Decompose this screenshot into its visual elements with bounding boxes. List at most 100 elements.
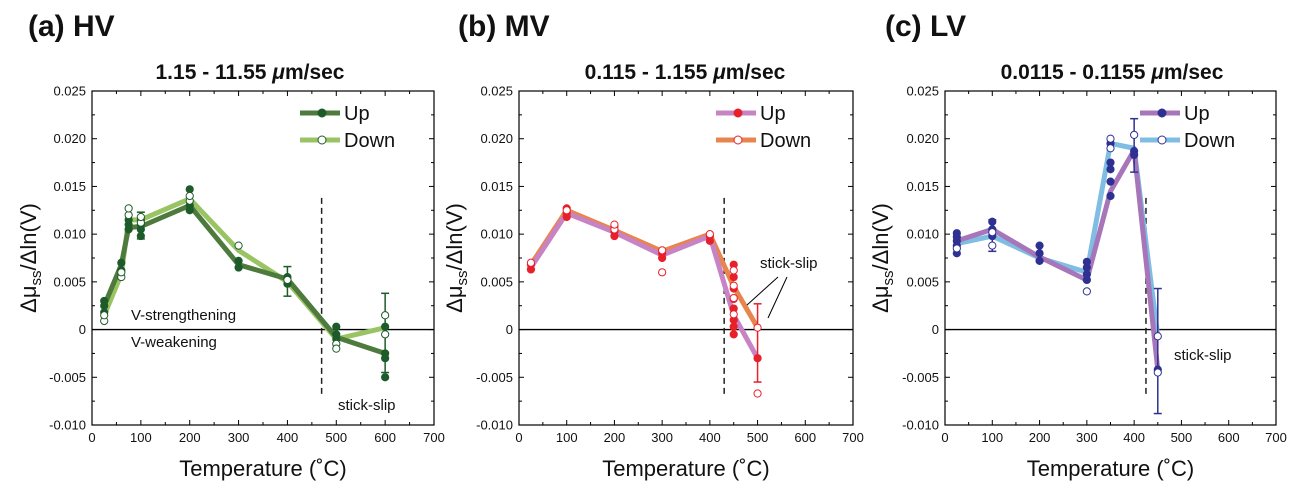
data-point-down — [753, 389, 762, 398]
data-point-up — [117, 258, 126, 267]
x-tick-label: 0 — [941, 430, 948, 445]
data-point-up — [1130, 147, 1139, 156]
y-tick-label: 0 — [932, 322, 939, 337]
data-point-up — [1106, 165, 1115, 174]
x-tick-label: 200 — [1029, 430, 1051, 445]
data-point-down — [1130, 130, 1139, 139]
data-point-down — [1082, 287, 1091, 296]
x-tick-label: 600 — [374, 430, 396, 445]
legend-label-up: Up — [344, 103, 370, 125]
legend-marker-down — [1157, 135, 1167, 145]
data-point-up — [1106, 177, 1115, 186]
annotation-leader — [746, 276, 779, 306]
x-tick-label: 300 — [1076, 430, 1098, 445]
series-line-up — [954, 147, 1161, 373]
data-point-down — [124, 204, 133, 213]
data-point-down — [136, 212, 145, 222]
data-point-down — [658, 246, 667, 255]
y-tick-label: 0.015 — [906, 179, 939, 194]
x-tick-label: 200 — [604, 430, 626, 445]
x-tick-label: 700 — [1265, 430, 1287, 445]
y-tick-label: 0.010 — [480, 227, 513, 242]
annotation: stick-slip — [760, 255, 818, 272]
x-tick-label: 700 — [842, 430, 864, 445]
y-tick-label: -0.010 — [902, 418, 939, 433]
data-point-down — [729, 293, 738, 303]
panel-label: (a) HV — [28, 10, 115, 43]
y-tick-label: 0 — [79, 322, 86, 337]
legend-marker-up — [1157, 108, 1167, 118]
y-axis-title: Δμss/Δln(V) — [868, 203, 897, 313]
chart-title: 0.0115 - 0.1155 μm/sec — [1001, 61, 1224, 84]
data-point-up — [100, 296, 109, 306]
y-tick-label: 0.020 — [480, 131, 513, 146]
x-tick-label: 400 — [277, 430, 299, 445]
y-tick-label: 0.010 — [53, 227, 86, 242]
data-point-up — [1035, 249, 1044, 258]
chart-panel-2: (b) MV 0.115 - 1.155 μm/sec 0 100 200 300 400 5… — [442, 10, 864, 481]
x-tick-label: 500 — [1171, 430, 1193, 445]
data-point-down — [729, 266, 738, 275]
legend-marker-down — [317, 135, 327, 145]
data-point-up — [1106, 191, 1115, 201]
x-tick-label: 100 — [130, 430, 152, 445]
data-point-down — [185, 191, 194, 201]
x-tick-label: 100 — [981, 430, 1003, 445]
chart-title: 1.15 - 11.55 μm/sec — [156, 61, 345, 84]
annotation: V-strengthening — [131, 307, 236, 324]
panel-label: (b) MV — [458, 10, 550, 43]
data-point-up — [1035, 256, 1044, 265]
data-point-up — [1106, 158, 1115, 167]
x-tick-label: 400 — [699, 430, 721, 445]
data-point-down — [234, 241, 243, 250]
data-point-up — [1082, 270, 1091, 279]
data-point-up — [185, 185, 194, 194]
data-point-down — [658, 268, 667, 277]
chart-panel-3: (c) LV 0.0115 - 0.1155 μm/sec 0 100 200 300 40… — [868, 10, 1287, 481]
y-tick-label: -0.010 — [49, 418, 86, 433]
x-tick-label: 500 — [747, 430, 769, 445]
x-tick-label: 500 — [325, 430, 347, 445]
y-axis-title: Δμss/Δln(V) — [442, 203, 471, 313]
x-tick-label: 600 — [1218, 430, 1240, 445]
x-tick-label: 300 — [651, 430, 673, 445]
x-tick-label: 200 — [179, 430, 201, 445]
y-tick-label: 0.010 — [906, 227, 939, 242]
legend-label-up: Up — [1184, 103, 1210, 125]
y-tick-label: -0.010 — [476, 418, 513, 433]
data-point-up — [988, 217, 997, 226]
x-tick-label: 700 — [423, 430, 445, 445]
data-point-up — [1082, 257, 1091, 266]
annotation-leader — [767, 276, 788, 319]
data-point-up — [1035, 241, 1044, 250]
series-line-up — [101, 203, 388, 356]
y-tick-label: -0.005 — [902, 370, 939, 385]
panel-label: (c) LV — [885, 10, 966, 43]
data-point-up — [234, 263, 243, 272]
data-point-up — [234, 256, 243, 265]
y-tick-label: 0.005 — [906, 274, 939, 289]
data-point-down — [526, 258, 536, 267]
data-point-down — [100, 311, 109, 320]
x-tick-label: 0 — [515, 430, 522, 445]
y-axis-title: Δμss/Δln(V) — [16, 203, 45, 313]
x-axis-title: Temperature (˚C) — [602, 456, 769, 481]
y-tick-label: 0.025 — [53, 84, 86, 99]
data-point-down — [332, 344, 341, 353]
chart-title: 0.115 - 1.155 μm/sec — [585, 61, 786, 84]
data-point-down — [705, 230, 714, 239]
legend-label-down: Down — [344, 130, 395, 152]
data-point-up — [136, 231, 145, 241]
data-point-down — [952, 244, 961, 253]
y-tick-label: -0.005 — [49, 370, 86, 385]
data-point-up — [332, 330, 341, 339]
y-tick-label: 0.020 — [53, 131, 86, 146]
x-tick-label: 0 — [88, 430, 95, 445]
data-point-down — [381, 311, 390, 320]
data-point-down — [562, 206, 571, 215]
data-point-down — [1106, 144, 1115, 153]
y-tick-label: 0.015 — [53, 179, 86, 194]
y-tick-label: 0.025 — [906, 84, 939, 99]
